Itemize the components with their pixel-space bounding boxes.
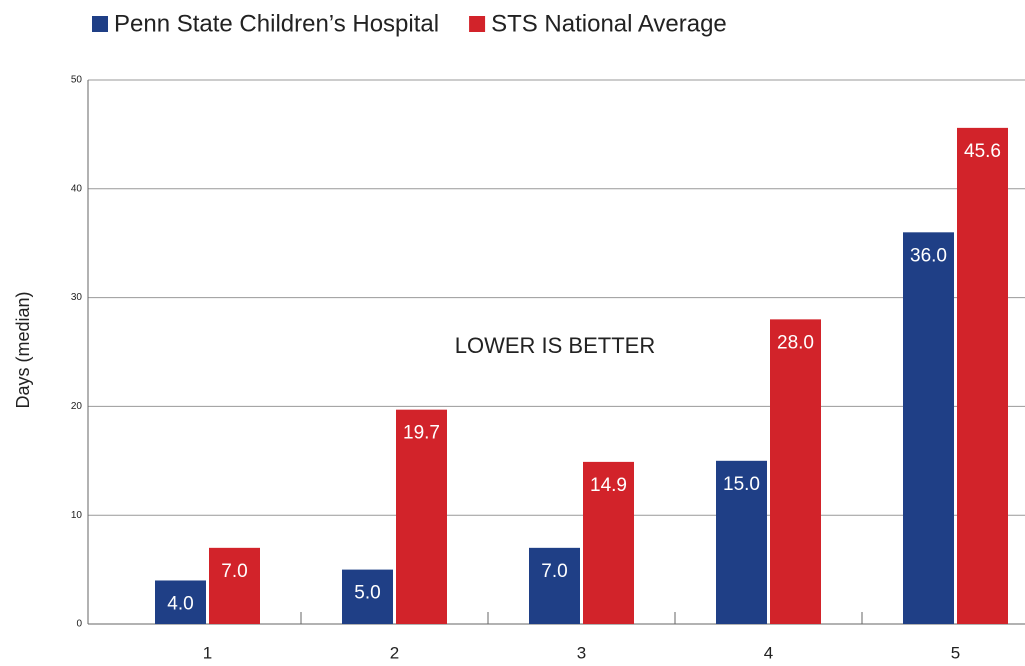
bar — [155, 580, 206, 624]
value-label: 36.0 — [910, 245, 947, 266]
x-tick-label: 3 — [577, 643, 586, 662]
bar — [342, 569, 393, 624]
legend-label: STS National Average — [491, 10, 727, 37]
value-label: 7.0 — [221, 561, 247, 582]
value-label: 28.0 — [777, 332, 814, 353]
legend-swatch — [92, 16, 108, 32]
y-tick-label: 30 — [71, 292, 83, 303]
x-tick-label: 1 — [203, 643, 212, 662]
x-tick-label: 5 — [951, 643, 960, 662]
annotation: LOWER IS BETTER — [455, 333, 655, 358]
value-label: 7.0 — [541, 561, 567, 582]
bar — [529, 547, 580, 624]
y-axis-label: Days (median) — [13, 291, 33, 408]
value-label: 45.6 — [964, 141, 1001, 162]
bar — [396, 409, 447, 624]
legend-label: Penn State Children’s Hospital — [114, 10, 439, 37]
bar — [770, 319, 821, 624]
y-tick-label: 40 — [71, 183, 83, 194]
value-label: 19.7 — [403, 423, 440, 444]
y-tick-label: 10 — [71, 510, 83, 521]
bar — [957, 127, 1008, 624]
x-tick-label: 4 — [764, 643, 773, 662]
legend-swatch — [469, 16, 486, 32]
value-label: 4.0 — [167, 593, 193, 614]
bar — [209, 547, 260, 624]
value-label: 14.9 — [590, 475, 627, 496]
value-label: 15.0 — [723, 474, 760, 495]
bar — [583, 461, 634, 624]
bar — [716, 460, 767, 624]
y-tick-label: 0 — [76, 619, 82, 630]
value-label: 5.0 — [354, 583, 380, 604]
y-tick-label: 50 — [71, 75, 83, 86]
x-tick-label: 2 — [390, 643, 399, 662]
y-tick-label: 20 — [71, 401, 83, 412]
bar — [903, 232, 954, 624]
